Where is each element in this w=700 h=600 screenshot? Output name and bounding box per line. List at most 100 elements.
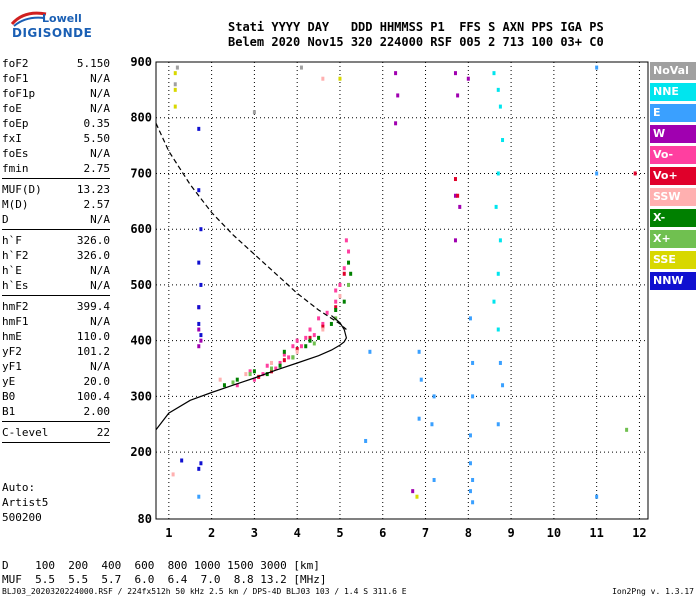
param-label: B0: [2, 390, 16, 403]
data-point: [265, 372, 269, 377]
data-point: [312, 333, 316, 338]
x-tick-label: 12: [632, 526, 646, 540]
data-point: [471, 360, 475, 365]
data-point: [197, 126, 201, 131]
version-label: Ion2Png v. 1.3.17: [612, 587, 694, 596]
x-tick-label: 6: [379, 526, 386, 540]
param-row: foEp 0.35: [2, 116, 110, 131]
data-point: [595, 171, 599, 176]
x-tick-label: 10: [547, 526, 561, 540]
data-point: [419, 377, 423, 382]
data-point: [496, 327, 500, 332]
param-label: hmE: [2, 330, 22, 343]
data-point: [338, 76, 342, 81]
param-value: 399.4: [76, 300, 110, 313]
separator: [2, 421, 110, 422]
separator: [2, 178, 110, 179]
data-point: [325, 310, 329, 315]
y-tick-label: 900: [130, 55, 152, 69]
legend-entry: NNW: [650, 272, 696, 290]
y-tick-label: 80: [138, 512, 152, 526]
muf-table: D 100 200 400 600 800 1000 1500 3000 [km…: [2, 559, 327, 587]
data-point: [334, 308, 338, 313]
data-point: [248, 369, 252, 374]
legend-entry: Vo-: [650, 146, 696, 164]
param-label: h`F2: [2, 249, 29, 262]
x-tick-label: 11: [589, 526, 603, 540]
legend-entry: E: [650, 104, 696, 122]
electron-density-profile-curve: [155, 315, 348, 431]
param-value: 326.0: [76, 249, 110, 262]
data-point: [197, 327, 201, 332]
data-point: [334, 305, 338, 310]
data-point: [625, 427, 629, 432]
params-group-1: foF2 5.150 foF1 N/A foF1p N/A foE N/A foEp 0.35 fx…: [2, 56, 110, 176]
data-point: [321, 321, 325, 326]
data-point: [458, 204, 462, 209]
data-point: [496, 271, 500, 276]
y-tick-label: 800: [130, 111, 152, 125]
logo-swoosh-icon: [10, 11, 47, 27]
data-point: [364, 438, 368, 443]
x-tick-label: 7: [422, 526, 429, 540]
param-row: hmF2 399.4: [2, 299, 110, 314]
y-tick-label: 700: [130, 166, 152, 180]
param-label: hmF2: [2, 300, 29, 313]
data-point: [244, 372, 248, 377]
param-row: fmin 2.75: [2, 161, 110, 176]
data-point: [595, 494, 599, 499]
auto-artist: Artist5: [2, 496, 49, 509]
y-tick-label: 600: [130, 222, 152, 236]
legend-entry: X+: [650, 230, 696, 248]
param-label: foEs: [2, 147, 29, 160]
param-label: yF2: [2, 345, 22, 358]
data-point: [197, 344, 201, 349]
param-value: 2.00: [83, 405, 111, 418]
auto-code: 500200: [2, 511, 42, 524]
param-row: h`F2 326.0: [2, 248, 110, 263]
data-point: [396, 93, 400, 98]
data-point: [368, 349, 372, 354]
param-value: 2.57: [83, 198, 111, 211]
param-row: foF1 N/A: [2, 71, 110, 86]
data-point: [468, 461, 472, 466]
params-group-5: C-level 22: [2, 425, 110, 440]
data-point: [252, 377, 256, 382]
data-point: [304, 344, 308, 349]
plot-frame: [155, 61, 649, 520]
param-value: N/A: [90, 264, 110, 277]
ionogram-plot: 1 2 3 4 5 6 7 8 9 10 11 128020030040050060070080090…: [130, 55, 649, 540]
data-point: [501, 138, 505, 143]
data-point: [595, 65, 599, 70]
param-row: D N/A: [2, 212, 110, 227]
data-point: [432, 477, 436, 482]
data-point: [312, 341, 316, 346]
digisonde-logo: Lowell DIGISONDE: [6, 6, 92, 44]
data-point: [274, 366, 278, 371]
legend-entry: SSW: [650, 188, 696, 206]
param-label: foF2: [2, 57, 29, 70]
param-row: foE N/A: [2, 101, 110, 116]
data-point: [394, 121, 398, 126]
param-label: h`F: [2, 234, 22, 247]
data-point: [334, 299, 338, 304]
data-point: [417, 349, 421, 354]
data-point: [173, 104, 177, 109]
data-point: [299, 65, 303, 70]
data-point: [199, 338, 203, 343]
data-point: [496, 171, 500, 176]
data-point: [334, 316, 338, 321]
param-value: N/A: [90, 102, 110, 115]
data-point: [197, 188, 201, 193]
param-label: foE: [2, 102, 22, 115]
data-point: [180, 458, 184, 463]
data-point: [347, 282, 351, 287]
data-point: [199, 333, 203, 338]
separator: [2, 442, 110, 443]
data-point: [295, 347, 299, 352]
header-line-1: Stati YYYY DAY DDD HHMMSS P1 FFS S AXN P…: [228, 20, 604, 34]
muf-value-row: MUF 5.5 5.5 5.7 6.0 6.4 7.0 8.8 13.2 [MH…: [2, 573, 327, 586]
param-value: 101.2: [76, 345, 110, 358]
data-point: [417, 416, 421, 421]
data-point: [492, 299, 496, 304]
